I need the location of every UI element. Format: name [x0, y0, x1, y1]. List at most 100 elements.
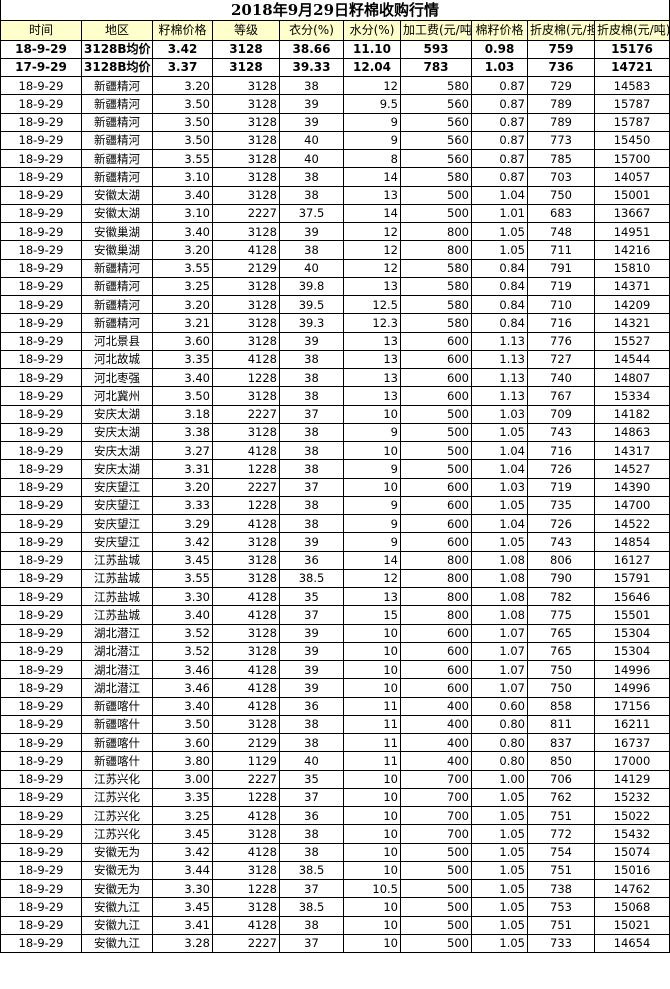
cell-lint-price-per-ton[interactable]: 14721	[594, 57, 670, 78]
cell-seed-cotton-price[interactable]: 3.27	[152, 440, 213, 461]
cell-lint-price-per-dan[interactable]: 837	[527, 732, 595, 753]
cell-moisture[interactable]: 14	[343, 550, 401, 570]
cell-seed-cotton-price[interactable]: 3.60	[152, 331, 213, 351]
cell-date[interactable]: 18-9-29	[0, 860, 82, 881]
column-header-lint-price-per-dan[interactable]: 折皮棉(元/担)	[527, 20, 595, 41]
cell-lint-price-per-ton[interactable]: 13667	[594, 203, 670, 224]
cell-lint-price-per-dan[interactable]: 751	[527, 915, 595, 935]
cell-lint-price-per-dan[interactable]: 767	[527, 386, 595, 406]
cell-lint-percent[interactable]: 38	[279, 167, 344, 187]
cell-seed-cotton-price[interactable]: 3.33	[152, 495, 213, 516]
cell-lint-percent[interactable]: 38	[279, 915, 344, 935]
cell-grade[interactable]: 4128	[212, 805, 280, 826]
cell-lint-price-per-dan[interactable]: 776	[527, 331, 595, 351]
cell-region[interactable]: 安庆望江	[81, 477, 153, 497]
column-header-moisture[interactable]: 水分(%)	[343, 20, 401, 41]
cell-processing-fee[interactable]: 500	[400, 933, 472, 954]
cell-region[interactable]: 安徽九江	[81, 897, 153, 917]
cell-lint-price-per-dan[interactable]: 729	[527, 75, 595, 96]
cell-seed-cotton-price[interactable]: 3.35	[152, 787, 213, 808]
cell-moisture[interactable]: 12	[343, 568, 401, 589]
cell-lint-price-per-dan[interactable]: 773	[527, 130, 595, 151]
cell-date[interactable]: 18-9-29	[0, 805, 82, 826]
cell-grade[interactable]: 3128	[212, 221, 280, 242]
cell-lint-price-per-dan[interactable]: 738	[527, 878, 595, 899]
cell-date[interactable]: 18-9-29	[0, 787, 82, 808]
cell-seed-cotton-price[interactable]: 3.25	[152, 276, 213, 297]
cell-lint-price-per-ton[interactable]: 14057	[594, 167, 670, 187]
cell-processing-fee[interactable]: 500	[400, 404, 472, 424]
cell-lint-price-per-dan[interactable]: 716	[527, 440, 595, 461]
cell-region[interactable]: 江苏盐城	[81, 605, 153, 625]
cell-lint-price-per-dan[interactable]: 750	[527, 659, 595, 680]
cell-region[interactable]: 新疆喀什	[81, 714, 153, 735]
cell-grade[interactable]: 3128	[212, 331, 280, 351]
cell-seed-cotton-price[interactable]: 3.46	[152, 678, 213, 698]
cell-region[interactable]: 河北冀州	[81, 386, 153, 406]
cell-lint-percent[interactable]: 39	[279, 221, 344, 242]
cell-lint-percent[interactable]: 39	[279, 331, 344, 351]
cell-date[interactable]: 18-9-29	[0, 878, 82, 899]
cell-seed-cotton-price[interactable]: 3.35	[152, 349, 213, 370]
cell-moisture[interactable]: 10.5	[343, 878, 401, 899]
cell-grade[interactable]: 1228	[212, 878, 280, 899]
cell-processing-fee[interactable]: 700	[400, 805, 472, 826]
cell-lint-percent[interactable]: 37	[279, 477, 344, 497]
cell-grade[interactable]: 1129	[212, 751, 280, 771]
cell-seed-cotton-price[interactable]: 3.40	[152, 185, 213, 205]
cell-lint-price-per-dan[interactable]: 743	[527, 532, 595, 552]
cell-processing-fee[interactable]: 600	[400, 477, 472, 497]
cell-cottonseed-price[interactable]: 1.13	[471, 331, 528, 351]
cell-lint-percent[interactable]: 38.5	[279, 897, 344, 917]
cell-moisture[interactable]: 12.5	[343, 294, 401, 315]
cell-lint-percent[interactable]: 39	[279, 678, 344, 698]
cell-cottonseed-price[interactable]: 0.60	[471, 696, 528, 716]
cell-cottonseed-price[interactable]: 1.07	[471, 678, 528, 698]
cell-lint-price-per-ton[interactable]: 14583	[594, 75, 670, 96]
cell-grade[interactable]: 2227	[212, 203, 280, 224]
cell-date[interactable]: 18-9-29	[0, 75, 82, 96]
cell-moisture[interactable]: 9	[343, 459, 401, 479]
cell-moisture[interactable]: 12	[343, 75, 401, 96]
cell-moisture[interactable]: 10	[343, 404, 401, 424]
cell-date[interactable]: 18-9-29	[0, 641, 82, 662]
cell-date[interactable]: 18-9-29	[0, 39, 82, 59]
cell-region[interactable]: 湖北潜江	[81, 641, 153, 662]
cell-moisture[interactable]: 14	[343, 167, 401, 187]
cell-region[interactable]: 新疆精河	[81, 130, 153, 151]
cell-moisture[interactable]: 9.5	[343, 94, 401, 114]
cell-processing-fee[interactable]: 580	[400, 75, 472, 96]
column-header-region[interactable]: 地区	[81, 20, 153, 41]
cell-lint-price-per-ton[interactable]: 14762	[594, 878, 670, 899]
cell-lint-price-per-dan[interactable]: 811	[527, 714, 595, 735]
cell-processing-fee[interactable]: 560	[400, 94, 472, 114]
cell-processing-fee[interactable]: 800	[400, 240, 472, 260]
cell-grade[interactable]: 3128	[212, 386, 280, 406]
cell-lint-percent[interactable]: 39	[279, 641, 344, 662]
cell-lint-percent[interactable]: 38	[279, 495, 344, 516]
cell-cottonseed-price[interactable]: 1.07	[471, 641, 528, 662]
cell-lint-price-per-ton[interactable]: 15501	[594, 605, 670, 625]
cell-grade[interactable]: 2227	[212, 769, 280, 789]
cell-region[interactable]: 新疆精河	[81, 75, 153, 96]
cell-grade[interactable]: 3128	[212, 897, 280, 917]
cell-lint-price-per-ton[interactable]: 15304	[594, 623, 670, 643]
cell-cottonseed-price[interactable]: 1.04	[471, 513, 528, 534]
cell-lint-price-per-dan[interactable]: 735	[527, 495, 595, 516]
cell-lint-price-per-ton[interactable]: 17156	[594, 696, 670, 716]
cell-seed-cotton-price[interactable]: 3.25	[152, 805, 213, 826]
cell-processing-fee[interactable]: 560	[400, 148, 472, 169]
column-header-processing-fee[interactable]: 加工费(元/吨)	[400, 20, 472, 41]
cell-cottonseed-price[interactable]: 0.80	[471, 751, 528, 771]
cell-region[interactable]: 江苏兴化	[81, 787, 153, 808]
cell-cottonseed-price[interactable]: 0.84	[471, 294, 528, 315]
cell-moisture[interactable]: 11	[343, 732, 401, 753]
cell-grade[interactable]: 3128	[212, 167, 280, 187]
cell-cottonseed-price[interactable]: 0.87	[471, 94, 528, 114]
cell-seed-cotton-price[interactable]: 3.60	[152, 732, 213, 753]
cell-lint-percent[interactable]: 37	[279, 605, 344, 625]
cell-grade[interactable]: 3128	[212, 39, 280, 59]
cell-lint-price-per-ton[interactable]: 15791	[594, 568, 670, 589]
cell-processing-fee[interactable]: 400	[400, 696, 472, 716]
cell-region[interactable]: 湖北潜江	[81, 659, 153, 680]
